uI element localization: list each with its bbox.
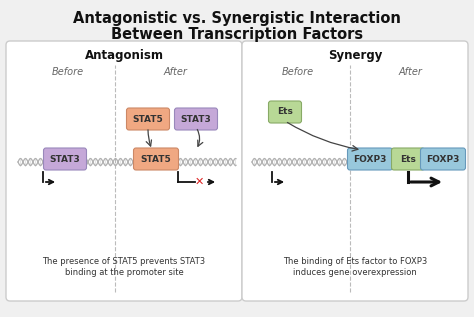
Text: FOXP3: FOXP3 (353, 154, 387, 164)
FancyBboxPatch shape (268, 101, 301, 123)
Text: Before: Before (282, 67, 314, 77)
Text: After: After (398, 67, 422, 77)
FancyBboxPatch shape (174, 108, 218, 130)
Text: Synergy: Synergy (328, 49, 382, 62)
FancyBboxPatch shape (392, 148, 425, 170)
Text: STAT3: STAT3 (181, 114, 211, 124)
Text: STAT5: STAT5 (133, 114, 164, 124)
Text: ✕: ✕ (194, 177, 204, 187)
Text: Before: Before (52, 67, 84, 77)
Text: The presence of STAT5 prevents STAT3
binding at the promoter site: The presence of STAT5 prevents STAT3 bin… (43, 257, 206, 277)
FancyBboxPatch shape (347, 148, 392, 170)
FancyBboxPatch shape (420, 148, 465, 170)
Text: Between Transcription Factors: Between Transcription Factors (111, 28, 363, 42)
Text: Ets: Ets (277, 107, 293, 117)
FancyBboxPatch shape (6, 41, 242, 301)
Text: STAT5: STAT5 (141, 154, 172, 164)
Text: After: After (163, 67, 187, 77)
Text: The binding of Ets factor to FOXP3
induces gene overexpression: The binding of Ets factor to FOXP3 induc… (283, 257, 427, 277)
FancyBboxPatch shape (242, 41, 468, 301)
Text: FOXP3: FOXP3 (426, 154, 460, 164)
FancyBboxPatch shape (127, 108, 170, 130)
Text: Antagonism: Antagonism (84, 49, 164, 62)
FancyBboxPatch shape (134, 148, 179, 170)
Text: Ets: Ets (400, 154, 416, 164)
Text: STAT3: STAT3 (50, 154, 81, 164)
Text: Antagonistic vs. Synergistic Interaction: Antagonistic vs. Synergistic Interaction (73, 11, 401, 27)
FancyBboxPatch shape (44, 148, 86, 170)
